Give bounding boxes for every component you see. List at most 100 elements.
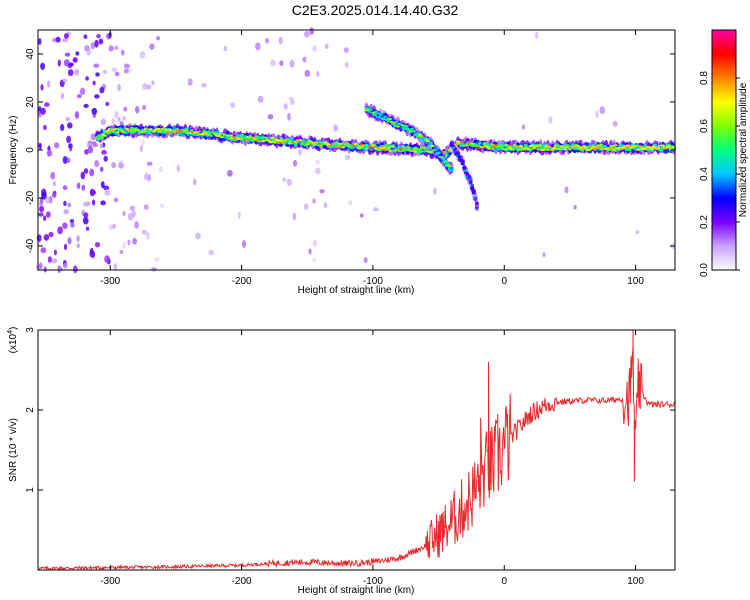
spectrogram-noise-cell [154,257,160,262]
spectrogram-ridge-cell [558,148,563,151]
spectrogram-ridge-cell [369,108,374,111]
spectrogram-noise-cell [226,169,233,177]
snr-x-ticks: -300 -200 -100 0 100 [100,330,644,587]
snr-x-tick-label: 100 [627,576,644,587]
spectrogram-ridge-cell [425,140,430,142]
spectrogram-x-tick-label: 0 [501,276,507,287]
spectrogram-noise-cell [68,62,74,67]
spectrogram-ridge-cell [493,144,498,147]
spectrogram-noise-cell [359,213,364,218]
spectrogram-noise-cell [278,36,283,45]
spectrogram-ridge-cell [369,148,374,151]
snr-series-line [38,330,675,570]
spectrogram-noise-cell [114,111,119,119]
spectrogram-ridge-cell [449,141,454,146]
spectrogram-ridge-cell [392,121,397,124]
spectrogram-ridge-cell [364,147,369,150]
spectrogram-noise-cell [564,186,569,194]
spectrogram-noise-cell [94,39,99,48]
spectrogram-ridge-cell [612,148,617,151]
spectrogram-ridge-cell [399,146,404,149]
spectrogram-noise-cell [89,168,95,177]
spectrogram-ridge-cell [148,128,153,131]
spectrogram-noise-cell [111,162,117,169]
spectrogram-noise-cell [147,173,152,182]
spectrogram-noise-cell [99,166,104,172]
spectrogram-noise-cell [158,166,164,172]
spectrogram-noise-cell [111,67,118,73]
spectrogram-ridge-cell [586,149,591,151]
spectrogram-noise-cell [74,68,80,76]
spectrogram-noise-cell [372,207,379,212]
spectrogram-ridge-cell [243,136,248,139]
spectrogram-ridge-cell [329,145,334,148]
spectrogram-ridge-cell [541,144,546,148]
spectrogram-noise-cell [127,239,131,246]
spectrogram-noise-cell [80,171,86,180]
spectrogram-noise-cell [314,167,321,175]
spectrogram-noise-cell [118,162,124,169]
spectrogram-ridge-cell [156,127,161,130]
spectrogram-ridge-cell [419,135,424,137]
spectrogram-noise-cell [149,43,155,50]
spectrogram-noise-cell [108,224,114,231]
spectrogram-noise-cell [141,229,147,235]
spectrogram-ridge-cell [383,115,388,118]
spectrogram-noise-cell [312,45,318,53]
spectrogram-noise-cell [112,224,117,229]
spectrogram-noise-cell [79,87,86,96]
spectrogram-ridge-cell [459,158,464,161]
spectrogram-ridge-cell [375,146,380,149]
spectrogram-ridge-cell [563,148,568,151]
spectrogram-noise-cell [72,57,78,63]
spectrogram-ridge-cell [553,144,558,147]
spectrogram-noise-cell [90,133,97,141]
spectrogram-ridge-cell [456,140,460,143]
spectrogram-noise-cell [289,59,295,68]
spectrogram-ridge-cell [597,144,602,147]
spectrogram-noise-cell [69,144,73,152]
spectrogram-ridge-cell [178,130,183,133]
spectrogram-noise-cell [62,78,68,83]
spectrogram-noise-cell [92,80,96,86]
spectrogram-ridge-cell [489,147,494,150]
spectrogram-noise-cell [39,201,43,207]
spectrogram-ridge-cell [142,130,147,133]
spectrogram-noise-cell [270,59,277,67]
spectrogram-noise-cell [312,239,317,248]
spectrogram-ridge-cell [339,142,344,145]
spectrogram-ridge-cell [244,139,249,142]
spectrogram-noise-cell [90,190,97,195]
spectrogram-ridge-cell [449,169,454,172]
spectrogram-noise-cell [187,78,193,86]
spectrogram-ridge-cell [547,145,552,148]
spectrogram-ridge-cell [115,131,120,134]
snr-plot-area [38,330,675,570]
spectrogram-y-tick-label: -40 [25,238,36,253]
spectrogram-ridge-cell [218,132,222,135]
spectrogram-ridge-cell [490,143,495,146]
spectrogram-noise-cell [73,265,78,274]
spectrogram-ridge-cell [333,141,338,144]
spectrogram-noise-cell [433,187,437,195]
spectrogram-noise-cell [60,123,65,132]
spectrogram-noise-cell [102,69,108,75]
spectrogram-noise-cell [83,103,89,108]
spectrogram-noise-cell [98,38,104,45]
spectrogram-ridge-cell [189,129,194,132]
spectrogram-ridge-cell [440,156,444,159]
spectrogram-ridge-cell [471,192,476,195]
spectrogram-noise-cell [316,70,320,78]
spectrogram-noise-cell [324,43,329,50]
spectrogram-ridge-cell [196,133,200,136]
spectrogram-noise-cell [62,38,68,43]
spectrogram-noise-cell [319,189,325,194]
spectrogram-ridge-cell [530,144,535,147]
spectrogram-noise-cell [542,252,546,258]
spectrogram-ridge-cell [271,140,276,143]
spectrogram-ridge-cell [667,145,672,148]
spectrogram-ridge-cell [457,155,462,158]
spectrogram-ridge-cell [463,169,468,172]
spectrogram-ridge-cell [293,142,298,147]
